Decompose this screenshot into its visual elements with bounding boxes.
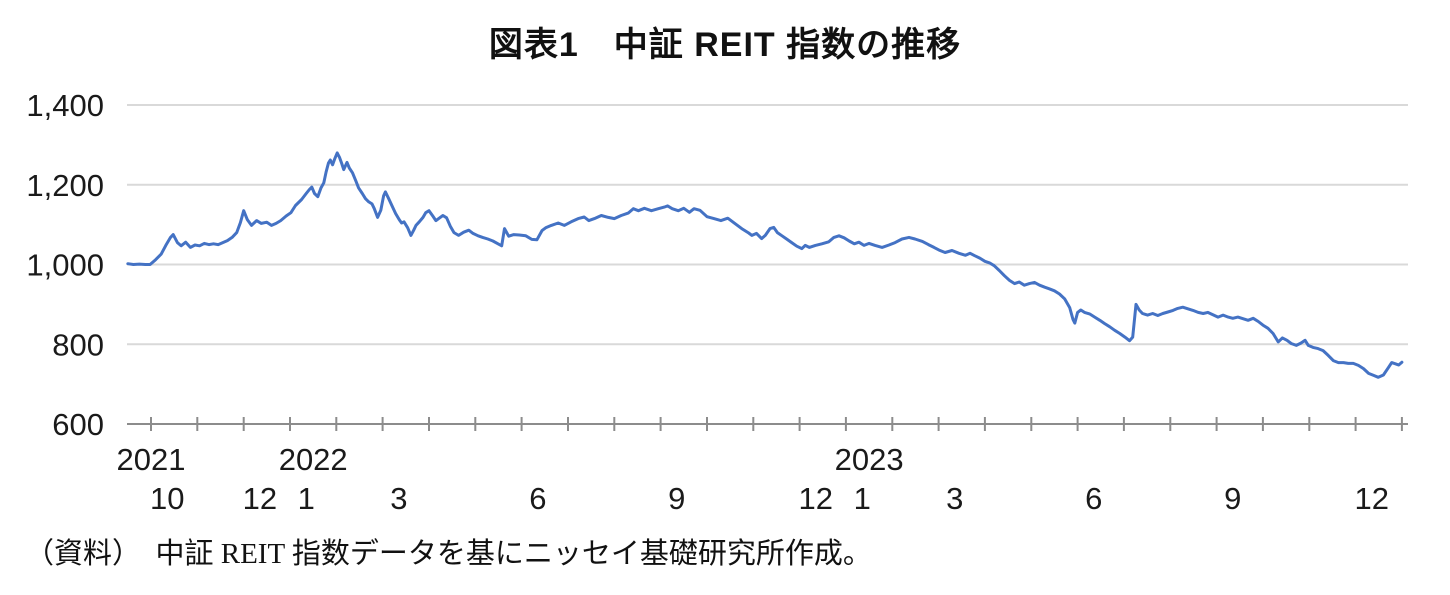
y-axis-tick-label: 800 (52, 327, 104, 362)
x-axis-month-label: 12 (1355, 481, 1389, 516)
x-axis-month-label: 6 (1085, 481, 1102, 516)
x-axis (127, 417, 1408, 431)
x-axis-month-label: 12 (799, 481, 833, 516)
y-axis-tick-label: 1,400 (26, 88, 104, 123)
x-axis-month-label: 9 (668, 481, 685, 516)
x-axis-month-label: 10 (150, 481, 184, 516)
x-axis-year-label: 2021 (117, 442, 186, 477)
source-note: （資料） 中証 REIT 指数データを基にニッセイ基礎研究所作成。 (25, 538, 872, 570)
index-series-polyline (126, 151, 1404, 379)
x-axis-month-label: 9 (1224, 481, 1241, 516)
y-axis-tick-label: 600 (52, 407, 104, 442)
y-gridlines (127, 104, 1408, 346)
x-axis-month-label: 1 (854, 481, 871, 516)
y-axis-tick-label: 1,200 (26, 168, 104, 203)
y-axis-tick-label: 1,000 (26, 248, 104, 283)
x-axis-month-label: 12 (243, 481, 277, 516)
x-axis-month-label: 3 (946, 481, 963, 516)
x-axis-month-label: 3 (390, 481, 407, 516)
x-axis-month-label: 6 (529, 481, 546, 516)
series-line (126, 151, 1404, 379)
y-axis-labels: 1,400 1,200 1,000 800 600 (26, 88, 104, 442)
x-axis-month-label: 1 (298, 481, 315, 516)
x-axis-labels: 10 12 1 3 6 9 12 1 3 6 9 12 2021 2022 2023 (117, 442, 1390, 516)
x-axis-year-label: 2022 (279, 442, 348, 477)
chart-title: 図表1 中証 REIT 指数の推移 (488, 26, 962, 64)
x-axis-year-label: 2023 (835, 442, 904, 477)
